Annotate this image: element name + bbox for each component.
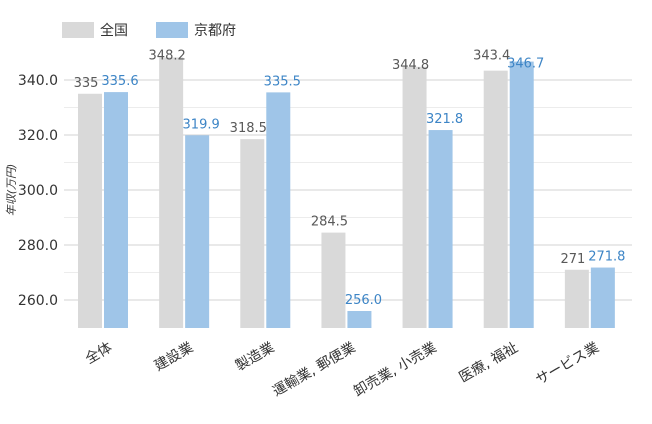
data-label-national: 343.4 [473, 49, 510, 64]
data-label-kyoto: 271.8 [588, 250, 625, 265]
bar-national [402, 66, 427, 329]
y-tick-label: 320.0 [18, 128, 58, 144]
legend-swatch-kyoto [156, 22, 188, 38]
y-axis-label: 年収(万円) [5, 164, 18, 217]
data-label-national: 348.2 [149, 48, 186, 63]
legend-item-kyoto[interactable]: 京都府 [156, 20, 236, 40]
bar-national [564, 269, 589, 328]
y-tick-label: 300.0 [18, 183, 58, 199]
x-tick-label: 製造業 [233, 340, 277, 375]
y-tick-label: 340.0 [18, 73, 58, 89]
bar-kyoto [185, 135, 210, 328]
data-label-kyoto: 335.6 [101, 74, 138, 89]
bar-kyoto [428, 130, 453, 328]
data-label-kyoto: 346.7 [507, 57, 544, 72]
bar-kyoto [266, 92, 291, 328]
data-label-kyoto: 321.8 [426, 112, 463, 127]
bar-national [240, 139, 265, 328]
x-tick-label: 全体 [82, 339, 115, 368]
data-label-national: 335 [74, 76, 99, 91]
legend-item-national[interactable]: 全国 [62, 20, 128, 40]
x-tick-label: 建設業 [152, 340, 196, 375]
x-tick-label: 卸売業, 小売業 [351, 340, 439, 400]
bar-kyoto [590, 267, 615, 328]
bar-kyoto [509, 61, 534, 328]
data-label-national: 271 [560, 252, 585, 267]
y-tick-label: 280.0 [18, 238, 58, 254]
legend-label-kyoto: 京都府 [194, 23, 236, 39]
data-label-kyoto: 319.9 [183, 117, 220, 132]
data-label-kyoto: 256.0 [345, 293, 382, 308]
x-tick-label: 運輸業, 郵便業 [270, 340, 358, 400]
legend-label-national: 全国 [100, 23, 128, 39]
bar-national [159, 57, 184, 328]
data-label-national: 344.8 [392, 58, 429, 73]
y-tick-label: 260.0 [18, 293, 58, 309]
bar-national [78, 93, 102, 328]
bar-national [321, 232, 346, 328]
bar-kyoto [347, 311, 372, 328]
bar-kyoto [104, 92, 128, 328]
x-tick-label: サービス業 [533, 340, 602, 389]
data-label-national: 284.5 [311, 215, 348, 230]
data-label-national: 318.5 [230, 121, 267, 136]
bar-national [483, 70, 508, 329]
data-label-kyoto: 335.5 [264, 74, 301, 89]
x-tick-label: 医療, 福祉 [456, 339, 521, 386]
chart-legend: 全国 京都府 [62, 20, 264, 40]
legend-swatch-national [62, 22, 94, 38]
